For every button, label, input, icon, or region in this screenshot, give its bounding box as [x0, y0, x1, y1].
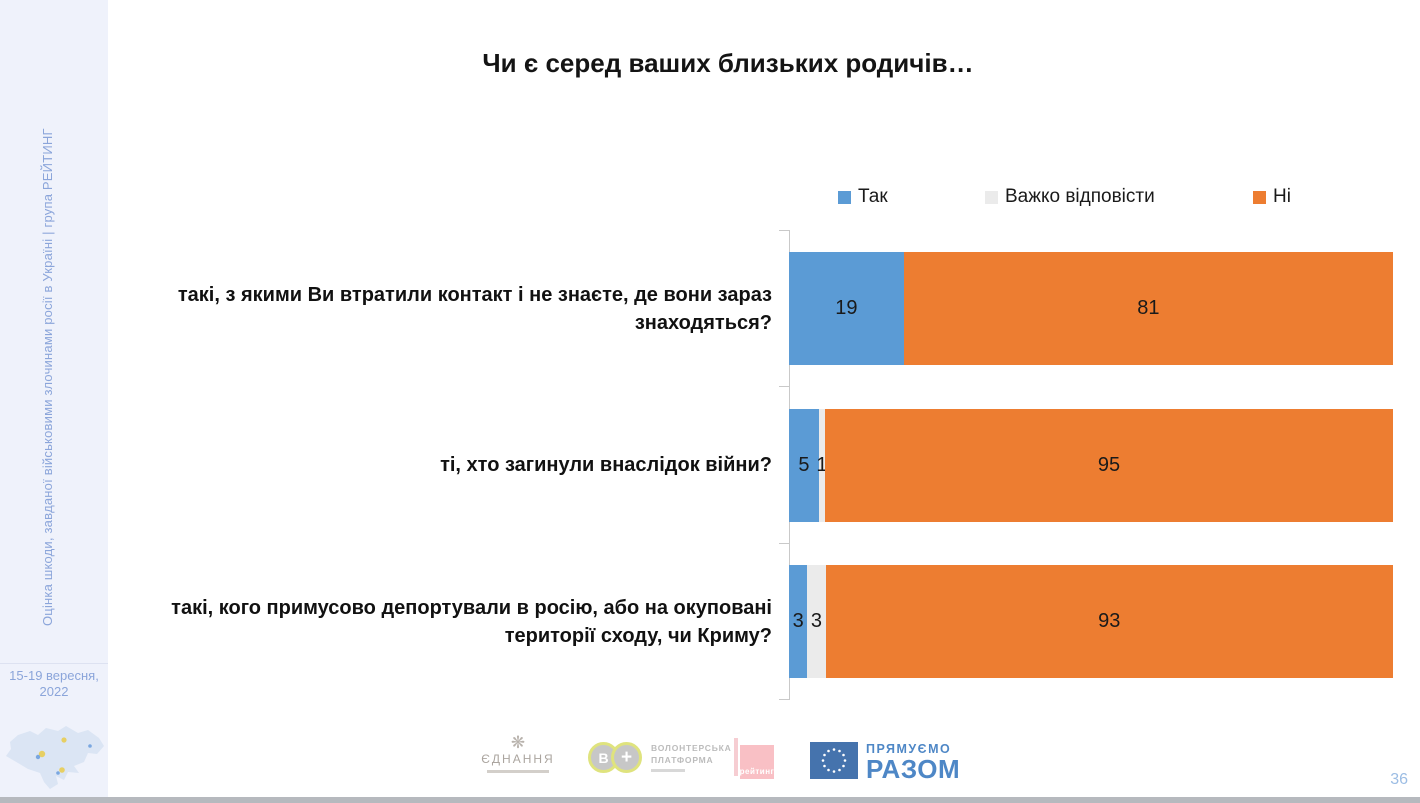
logo-rating-group: рейтинг: [734, 738, 774, 779]
value-label: 93: [1098, 610, 1121, 633]
bar-track: 5 1 95: [789, 387, 1394, 544]
bar-segment: 81: [903, 252, 1393, 365]
value-label: 19: [835, 297, 858, 319]
stacked-bar: 5 1 95: [789, 408, 1394, 522]
chart-legend: Так Важко відповісти Ні: [0, 186, 1420, 208]
value-label: 3: [810, 610, 822, 633]
survey-date-line1: 15-19 вересня,: [9, 668, 99, 683]
logo-ednannia-tagline: [487, 770, 549, 773]
axis-tick: [779, 699, 789, 700]
logo-volunteer-line1: ВОЛОНТЕРСЬКА: [651, 743, 732, 754]
axis-tick: [779, 230, 789, 231]
sidebar: Оцінка шкоди, завданої військовими злочи…: [0, 0, 108, 803]
chart-title: Чи є серед ваших близьких родичів…: [482, 48, 974, 78]
bar-segment: 3: [789, 565, 808, 679]
chart-row: такі, кого примусово депортували в росію…: [108, 543, 1393, 700]
logo-volunteer-url: [651, 768, 685, 772]
sidebar-divider: [0, 663, 108, 664]
logo-eu-text: ПРЯМУЄМО РАЗОМ: [866, 742, 960, 782]
stacked-bar: 3 3 93: [789, 565, 1393, 679]
category-label: такі, кого примусово депортували в росію…: [171, 596, 772, 647]
bottom-strip: [0, 797, 1420, 803]
legend-item: Ні: [1253, 186, 1291, 208]
category-label-cell: такі, кого примусово депортували в росію…: [108, 543, 789, 700]
legend-swatch: [838, 190, 851, 204]
legend-item: Важко відповісти: [985, 186, 1155, 208]
stacked-bar: 19 81: [789, 252, 1393, 365]
bar-track: 3 3 93: [789, 543, 1393, 700]
volunteer-plus-icon: +: [611, 742, 642, 773]
value-label: 95: [1097, 453, 1121, 476]
logo-eu-line2: РАЗОМ: [866, 754, 961, 784]
legend-label: Важко відповісти: [1005, 186, 1155, 207]
survey-date-line2: 2022: [39, 684, 69, 700]
stacked-bar-chart: такі, з якими Ви втратили контакт і не з…: [108, 230, 1394, 700]
category-label-cell: ті, хто загинули внаслідок війни?: [108, 387, 789, 544]
value-label: 81: [1137, 297, 1160, 319]
page-number: 36: [1390, 771, 1408, 788]
category-label: такі, з якими Ви втратили контакт і не з…: [177, 283, 772, 334]
chart-row: ті, хто загинули внаслідок війни? 5 1 95: [108, 387, 1394, 544]
rating-square: рейтинг: [740, 745, 774, 779]
value-label: 5: [798, 453, 810, 476]
bar-segment: 3: [807, 565, 826, 679]
bar-segment: 95: [824, 408, 1394, 522]
value-label: 3: [792, 610, 804, 633]
logo-ednannia-name: ЄДНАННЯ: [481, 752, 555, 766]
sidebar-vertical-title: Оцінка шкоди, завданої військовими злочи…: [40, 128, 55, 627]
logo-volunteer-text: ВОЛОНТЕРСЬКА ПЛАТФОРМА: [651, 743, 732, 772]
bar-segment: 1: [816, 408, 828, 522]
category-label-cell: такі, з якими Ви втратили контакт і не з…: [108, 230, 789, 387]
logo-rating-name: рейтинг: [739, 767, 775, 776]
logo-eu-line1: ПРЯМУЄМО: [866, 742, 952, 756]
value-label: 1: [816, 453, 828, 476]
legend-item: Так: [838, 186, 888, 208]
ukraine-map-icon: [6, 726, 104, 789]
chart-row: такі, з якими Ви втратили контакт і не з…: [108, 230, 1393, 387]
bar-segment: 93: [825, 565, 1393, 679]
dandelion-icon: ❋: [510, 733, 526, 752]
legend-label: Ні: [1273, 186, 1291, 207]
rating-strip: [734, 738, 738, 776]
logo-eu-together: ПРЯМУЄМО РАЗОМ: [810, 742, 960, 782]
bar-segment: 5: [789, 408, 819, 522]
axis-tick: [779, 386, 789, 387]
axis-tick: [779, 543, 789, 544]
volunteer-circles-icon: В +: [588, 742, 642, 773]
legend-label: Так: [858, 186, 888, 207]
legend-swatch: [1253, 190, 1266, 204]
bar-track: 19 81: [789, 230, 1393, 387]
category-label: ті, хто загинули внаслідок війни?: [440, 454, 772, 477]
legend-swatch: [985, 190, 998, 204]
logo-ednannia: ❋ ЄДНАННЯ: [472, 734, 564, 773]
bar-segment: 19: [789, 252, 904, 365]
logo-volunteer-line2: ПЛАТФОРМА: [651, 754, 714, 765]
survey-date: 15-19 вересня, 2022: [0, 668, 108, 701]
eu-flag-icon: [810, 742, 858, 779]
logo-volunteer-platform: В + ВОЛОНТЕРСЬКА ПЛАТФОРМА: [588, 742, 732, 773]
